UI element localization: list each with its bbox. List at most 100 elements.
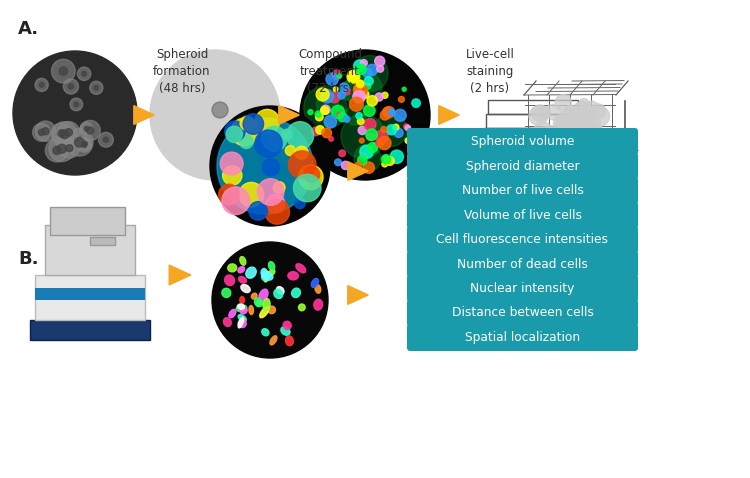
Circle shape (51, 123, 72, 144)
Circle shape (243, 114, 263, 134)
Circle shape (63, 79, 79, 94)
Circle shape (546, 151, 568, 173)
Circle shape (344, 71, 382, 108)
Circle shape (219, 184, 239, 205)
Circle shape (381, 126, 387, 132)
Circle shape (560, 140, 576, 156)
Ellipse shape (262, 329, 269, 336)
Circle shape (364, 76, 374, 86)
Circle shape (249, 202, 268, 220)
Circle shape (560, 138, 572, 149)
Circle shape (346, 104, 367, 125)
Circle shape (334, 159, 341, 165)
Circle shape (352, 55, 388, 91)
FancyBboxPatch shape (50, 207, 125, 235)
FancyBboxPatch shape (407, 202, 638, 228)
Circle shape (571, 124, 591, 144)
Circle shape (223, 166, 242, 185)
Circle shape (364, 83, 370, 89)
Circle shape (77, 67, 91, 80)
Ellipse shape (277, 287, 284, 294)
Circle shape (382, 161, 388, 167)
Circle shape (150, 50, 280, 180)
Circle shape (550, 148, 563, 162)
Ellipse shape (238, 304, 244, 309)
Text: z: z (630, 147, 638, 161)
FancyBboxPatch shape (407, 275, 638, 302)
Circle shape (579, 98, 589, 109)
Circle shape (584, 115, 601, 131)
Circle shape (340, 81, 360, 101)
Circle shape (293, 174, 321, 202)
Circle shape (338, 113, 347, 122)
Circle shape (226, 126, 242, 142)
Circle shape (541, 145, 556, 161)
Circle shape (42, 128, 50, 135)
Circle shape (356, 113, 362, 119)
Circle shape (546, 104, 562, 120)
Text: Live-cell
staining
(2 hrs): Live-cell staining (2 hrs) (466, 48, 514, 95)
Circle shape (82, 142, 87, 148)
Circle shape (74, 138, 84, 147)
Circle shape (39, 83, 44, 87)
Circle shape (360, 145, 374, 159)
Circle shape (590, 104, 606, 119)
FancyBboxPatch shape (407, 177, 638, 204)
Circle shape (60, 130, 69, 139)
Ellipse shape (284, 321, 291, 329)
Circle shape (590, 150, 602, 163)
Circle shape (84, 127, 88, 131)
Circle shape (338, 74, 342, 78)
Circle shape (222, 187, 250, 215)
Text: Volume of live cells: Volume of live cells (464, 208, 581, 221)
Circle shape (240, 116, 254, 130)
Circle shape (368, 142, 377, 152)
Circle shape (363, 162, 374, 174)
Ellipse shape (288, 272, 298, 280)
Circle shape (35, 121, 56, 141)
Circle shape (563, 136, 584, 156)
Circle shape (66, 145, 73, 152)
Circle shape (322, 128, 332, 138)
FancyBboxPatch shape (407, 300, 638, 326)
Ellipse shape (238, 319, 246, 327)
Ellipse shape (314, 299, 322, 310)
Circle shape (344, 88, 350, 95)
Circle shape (350, 98, 363, 111)
Circle shape (296, 146, 308, 159)
Ellipse shape (274, 289, 283, 299)
Circle shape (77, 138, 92, 152)
Ellipse shape (222, 288, 231, 297)
Circle shape (298, 165, 323, 190)
Text: Nuclear intensity: Nuclear intensity (470, 282, 574, 295)
Circle shape (90, 81, 103, 94)
Circle shape (269, 136, 280, 146)
Circle shape (220, 152, 243, 175)
Circle shape (286, 122, 314, 149)
Circle shape (321, 105, 330, 114)
Circle shape (573, 140, 591, 158)
Circle shape (561, 138, 583, 160)
Circle shape (210, 106, 330, 226)
Ellipse shape (262, 272, 270, 281)
Circle shape (58, 121, 80, 143)
Circle shape (348, 71, 358, 81)
Circle shape (590, 107, 610, 126)
Ellipse shape (249, 305, 254, 315)
Circle shape (255, 109, 280, 134)
Polygon shape (134, 106, 154, 124)
Ellipse shape (240, 307, 248, 314)
Circle shape (363, 68, 372, 77)
Circle shape (352, 91, 365, 103)
Circle shape (354, 145, 381, 172)
Circle shape (578, 113, 590, 126)
Circle shape (358, 80, 364, 86)
Circle shape (563, 133, 582, 152)
Circle shape (308, 109, 313, 115)
Ellipse shape (311, 279, 319, 287)
FancyBboxPatch shape (407, 324, 638, 351)
Circle shape (580, 149, 590, 160)
Circle shape (289, 151, 316, 178)
Ellipse shape (251, 293, 257, 299)
Circle shape (592, 144, 604, 156)
